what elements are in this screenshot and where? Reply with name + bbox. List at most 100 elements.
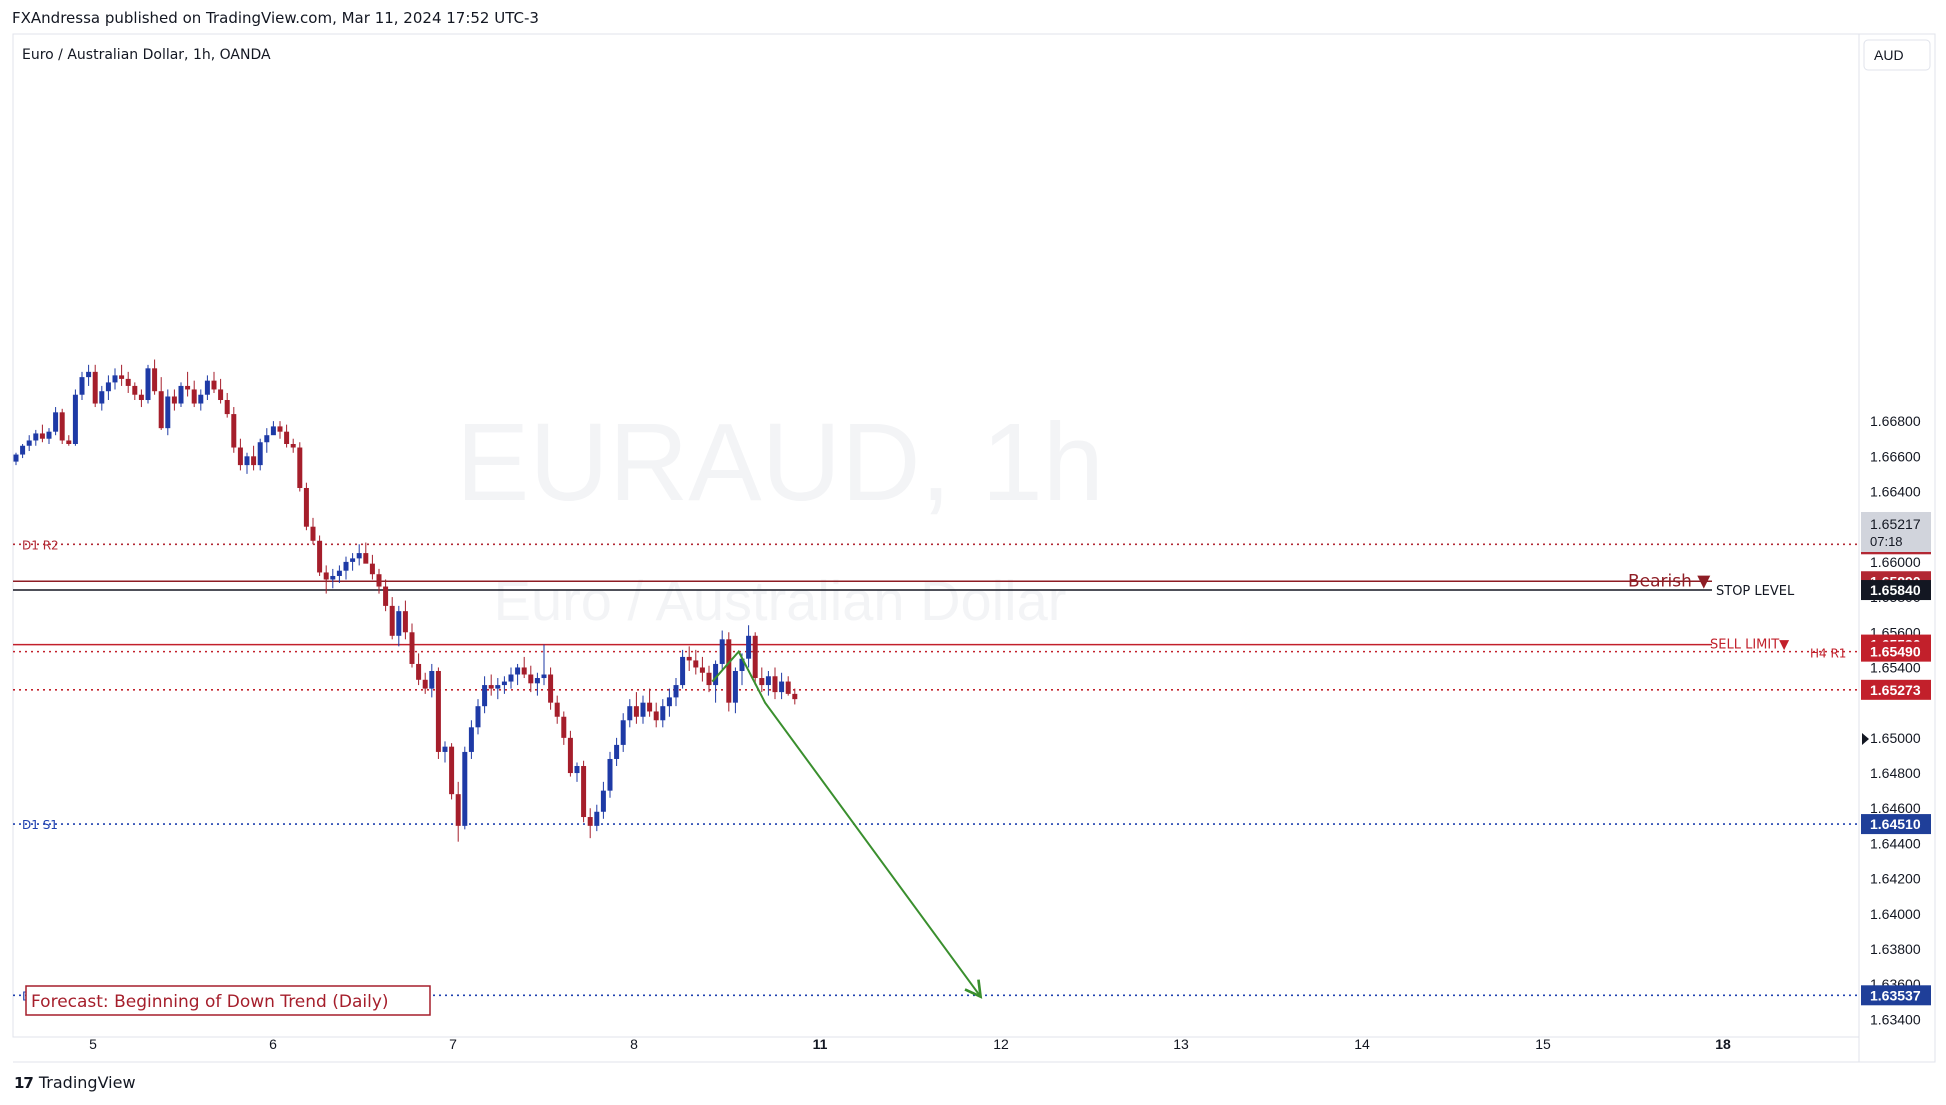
price-tick-label: 1.64400 (1870, 835, 1921, 851)
price-tick-label: 1.66000 (1870, 554, 1921, 570)
candle-body (224, 400, 230, 415)
currency-button-bg[interactable] (1863, 39, 1931, 71)
candle-body (402, 611, 408, 633)
candle-body (211, 380, 217, 390)
candle (765, 670, 771, 696)
candle-body (699, 667, 705, 673)
price-axis-frame (1858, 33, 1936, 1063)
level-price-tag-text: 1.65273 (1870, 682, 1921, 698)
candle (303, 482, 309, 531)
candle-body (706, 672, 712, 686)
candle (488, 674, 494, 696)
level-price-tag (1861, 641, 1931, 662)
bar-countdown: 07:18 (1870, 534, 1903, 549)
forecast-box (25, 985, 431, 1016)
candle (752, 632, 758, 686)
candle-body (693, 660, 699, 668)
candle (363, 542, 369, 564)
candle-body (244, 456, 250, 466)
currency-label[interactable]: AUD (1874, 47, 1904, 63)
level-label: H4 R1 (1810, 647, 1846, 661)
candle (660, 699, 666, 728)
candle-body (39, 433, 45, 439)
time-tick-label: 6 (269, 1036, 277, 1052)
price-pointer-icon (1862, 733, 1869, 745)
candle (158, 377, 164, 430)
candle (105, 375, 111, 401)
time-tick-label: 18 (1715, 1036, 1731, 1052)
candle (422, 672, 428, 694)
candle (20, 443, 26, 459)
candle-body (409, 632, 415, 664)
candle-body (772, 676, 778, 693)
candle-body (356, 553, 362, 559)
candle-body (376, 574, 382, 587)
candle-body (779, 681, 785, 693)
candle-body (422, 679, 428, 689)
candle-body (746, 635, 752, 659)
price-tick-label: 1.66600 (1870, 448, 1921, 464)
forecast-layer (711, 649, 983, 999)
forecast-box-text: Forecast: Beginning of Down Trend (Daily… (31, 992, 389, 1012)
candle (574, 762, 580, 782)
candle (614, 737, 620, 767)
candle-body (270, 426, 276, 436)
candle-body (26, 440, 32, 446)
candle (99, 385, 105, 411)
candle (231, 407, 237, 453)
candle-body (574, 766, 580, 774)
candle (567, 730, 573, 777)
candle (732, 667, 738, 714)
candle (449, 743, 455, 800)
candle-body (501, 681, 507, 686)
candle-body (383, 586, 389, 606)
candle-body (396, 611, 402, 636)
candle (165, 389, 171, 436)
candle (244, 452, 250, 474)
time-axis[interactable]: 5 6 7 8 11 12 13 14 15 18 (89, 1036, 1731, 1052)
plot-frame (12, 33, 1860, 1038)
candle (409, 623, 415, 668)
candles-layer (13, 359, 798, 842)
candle (640, 695, 646, 724)
candle (548, 667, 554, 710)
candle-body (59, 412, 65, 441)
level-price-tag-text: 1.65840 (1870, 582, 1921, 598)
candle-body (495, 685, 501, 689)
candle (633, 692, 639, 724)
candle (138, 389, 144, 408)
candle (442, 741, 448, 763)
candle (145, 364, 151, 404)
candle-body (587, 817, 593, 826)
candle-body (653, 711, 659, 721)
candle (86, 364, 92, 386)
candle-body (336, 570, 342, 576)
candle (495, 678, 501, 700)
candle (53, 407, 59, 436)
candle-body (277, 426, 283, 432)
last-price-tag (1861, 512, 1931, 552)
level-price-tag (1861, 580, 1931, 601)
candle (185, 371, 191, 397)
symbol-watermark-subtitle: Euro / Australian Dollar (494, 569, 1067, 632)
candle-body (759, 678, 765, 686)
candle (541, 644, 547, 686)
price-axis[interactable]: 1.668001.666001.664001.662001.660001.658… (1870, 413, 1921, 1027)
candle-body (475, 706, 481, 728)
time-tick-label: 13 (1173, 1036, 1189, 1052)
candle-body (581, 766, 587, 818)
candle (706, 665, 712, 693)
level-label: STOP LEVEL (1716, 584, 1795, 599)
candle (13, 452, 19, 466)
tradingview-wordmark: TradingView (38, 1073, 136, 1092)
candle (277, 421, 283, 439)
price-tick-label: 1.66800 (1870, 413, 1921, 429)
price-tick-label: 1.66400 (1870, 484, 1921, 500)
candle (66, 435, 72, 446)
candle-body (686, 656, 692, 661)
time-tick-label: 8 (630, 1036, 638, 1052)
candle (402, 600, 408, 640)
candle (726, 632, 732, 712)
tradingview-logo[interactable]: 17 TradingView (14, 1073, 136, 1092)
